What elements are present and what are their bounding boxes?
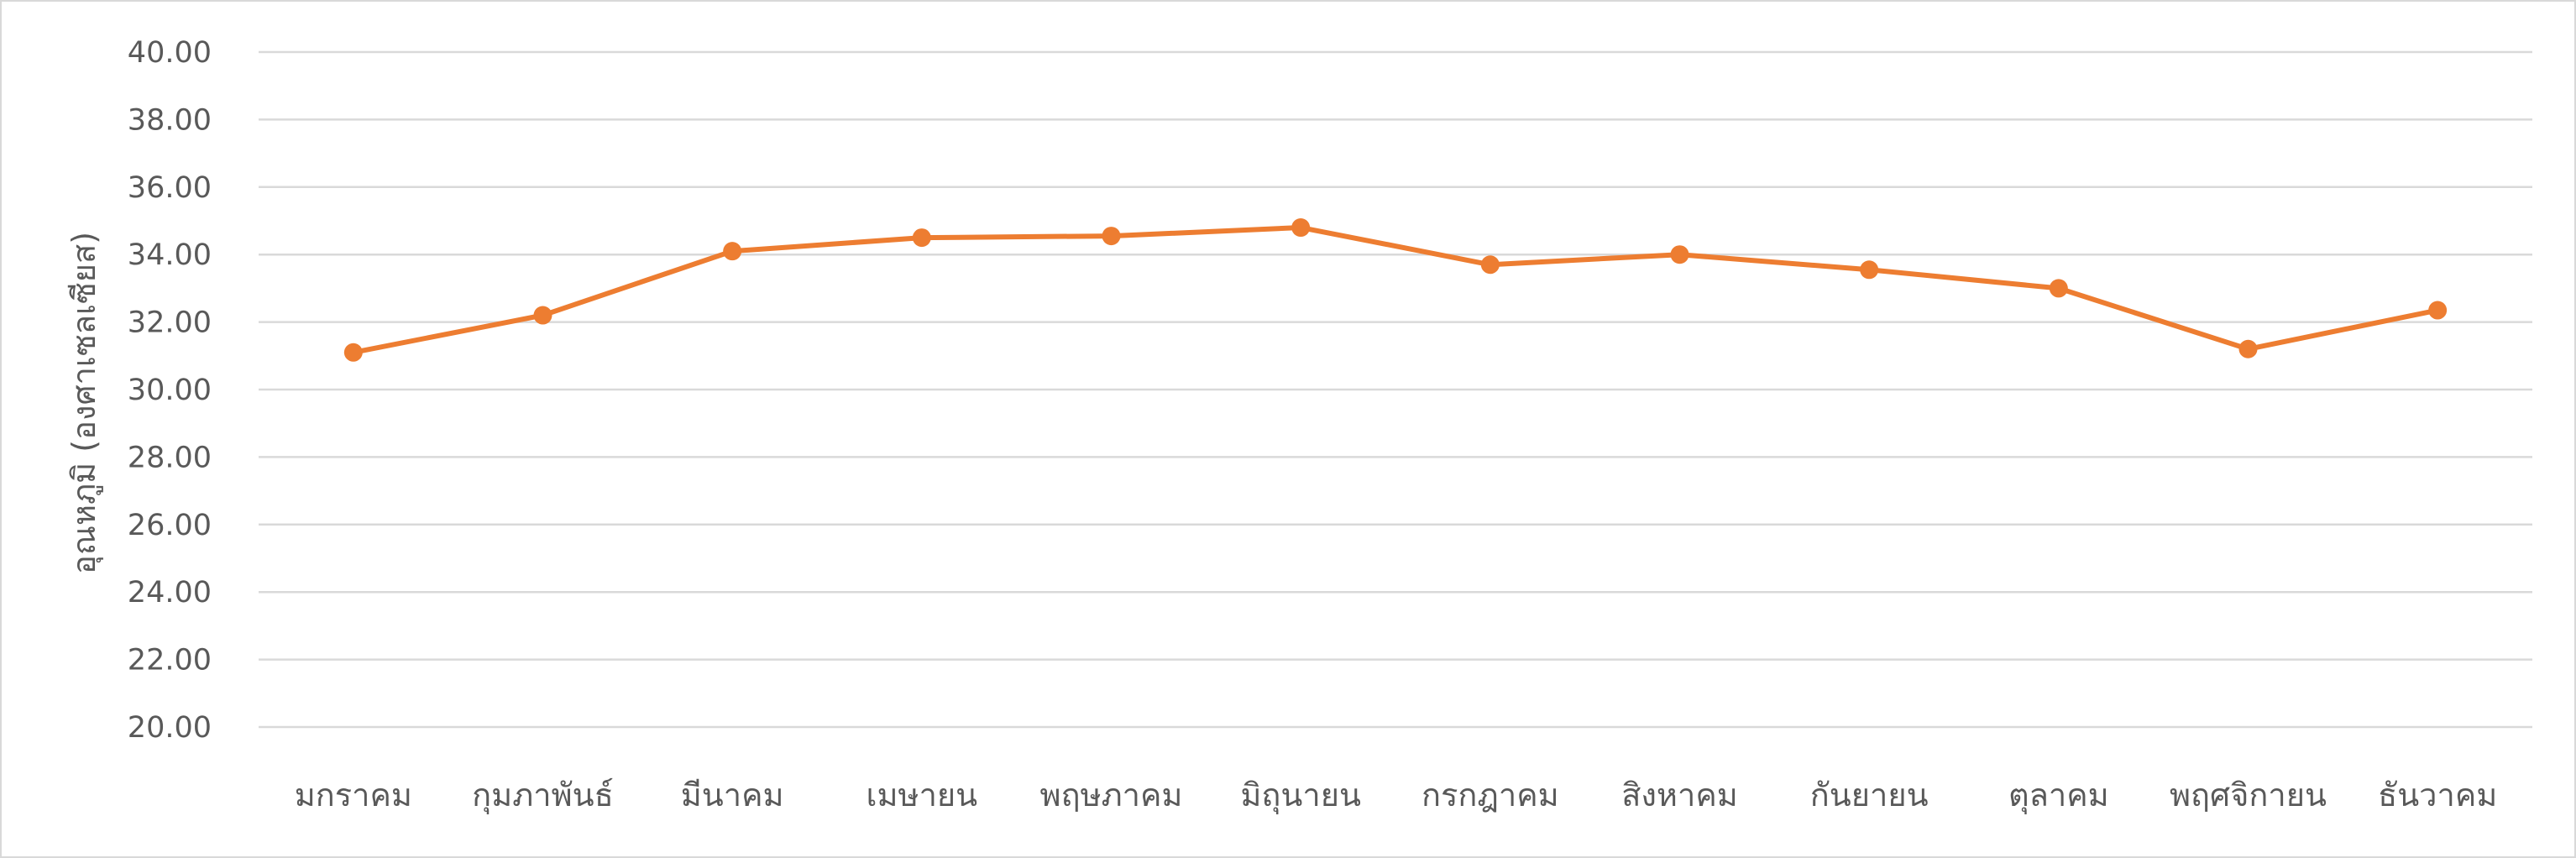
x-tick-label: กุมภาพันธ์ xyxy=(472,777,614,814)
x-tick-label: มีนาคม xyxy=(681,777,784,814)
x-tick-label: ธันวาคม xyxy=(2378,777,2497,814)
data-point xyxy=(2049,279,2068,298)
y-tick-label: 20.00 xyxy=(128,711,212,745)
x-tick-label: พฤศจิกายน xyxy=(2170,777,2327,814)
x-tick-label: มกราคม xyxy=(295,777,412,814)
data-point xyxy=(533,306,552,325)
data-point xyxy=(1670,245,1689,264)
data-point xyxy=(1102,227,1121,246)
series-line xyxy=(350,225,2441,355)
data-point xyxy=(1291,218,1311,238)
x-tick-label: เมษายน xyxy=(866,777,977,814)
x-tick-label: พฤษภาคม xyxy=(1040,777,1183,814)
y-tick-label: 32.00 xyxy=(128,306,212,340)
x-tick-label: ตุลาคม xyxy=(2008,777,2109,814)
data-point xyxy=(2238,339,2258,358)
data-point xyxy=(912,228,931,248)
y-tick-label: 26.00 xyxy=(128,509,212,542)
y-tick-label: 22.00 xyxy=(128,644,212,678)
data-point xyxy=(343,343,363,362)
x-tick-label: มิถุนายน xyxy=(1240,777,1361,814)
y-tick-label: 30.00 xyxy=(128,374,212,407)
data-point xyxy=(723,242,742,261)
y-axis-ticks: 20.00 22.00 24.00 26.00 28.00 30.00 32.00 34.00… xyxy=(128,36,212,745)
data-point xyxy=(1860,260,1879,280)
gridlines xyxy=(259,50,2532,729)
x-tick-label: กันยายน xyxy=(1810,777,1929,814)
y-tick-label: 36.00 xyxy=(128,171,212,205)
y-tick-label: 28.00 xyxy=(128,441,212,474)
x-tick-label: สิงหาคม xyxy=(1621,777,1738,814)
y-axis-title: อุณหภูมิ (องศาเซลเซียส) xyxy=(65,232,103,574)
x-axis-ticks: มกราคม กุมภาพันธ์ มีนาคม เมษายน พฤษภาคม มิถุน… xyxy=(295,777,2498,814)
x-tick-label: กรกฎาคม xyxy=(1422,777,1559,814)
y-tick-label: 38.00 xyxy=(128,103,212,137)
data-point xyxy=(2428,301,2448,320)
series-temperature xyxy=(343,218,2448,362)
data-point xyxy=(1480,255,1500,275)
y-tick-label: 24.00 xyxy=(128,576,212,609)
y-tick-label: 40.00 xyxy=(128,36,212,70)
y-tick-label: 34.00 xyxy=(128,238,212,272)
